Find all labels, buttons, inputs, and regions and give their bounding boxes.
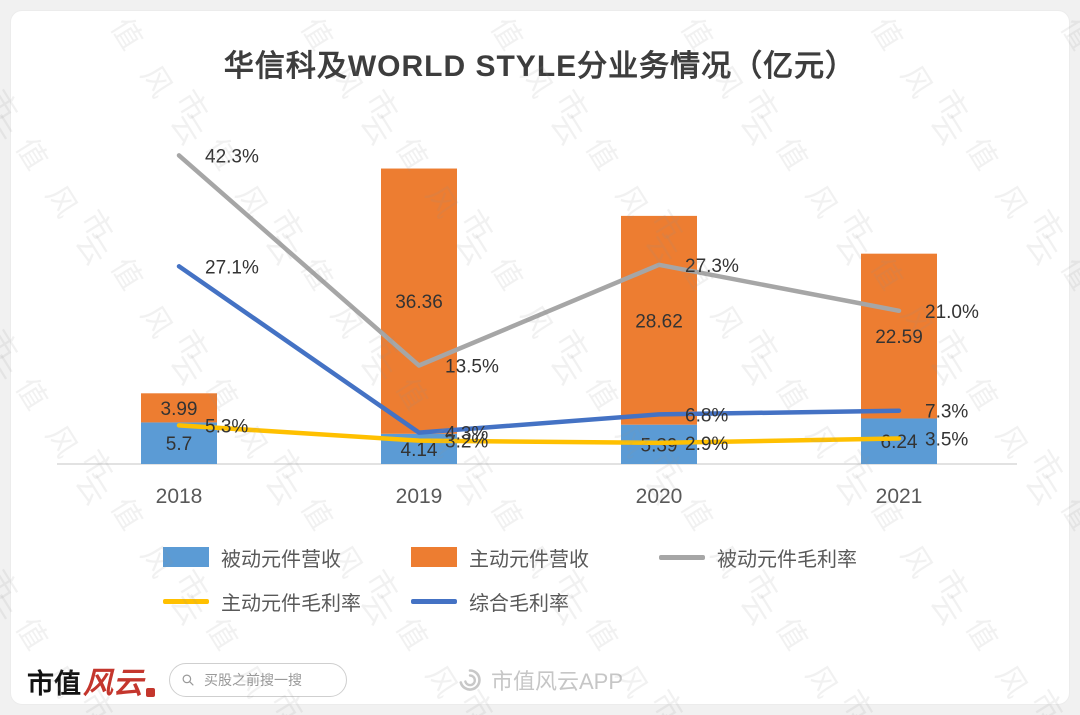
bar-segment: [141, 393, 217, 423]
search-box[interactable]: [169, 662, 347, 697]
line-label: 42.3%: [205, 146, 259, 167]
app-watermark: 市值风云APP: [457, 664, 623, 696]
legend-label: 主动元件毛利率: [221, 592, 361, 615]
brand-seal-icon: [146, 687, 155, 697]
combo-chart: 5.7 4.14 5.39 6.24 3.99 36.36 28.62 22.59 42.3% 1…: [57, 146, 1017, 508]
line-label: 4.3%: [445, 424, 488, 445]
line-label: 27.1%: [205, 257, 259, 278]
bar-label: 5.7: [166, 434, 192, 455]
line-series: [176, 423, 902, 446]
chart-card: 华信科及WORLD STYLE分业务情况（亿元） 5.7 4.14 5.39 6.24…: [10, 10, 1070, 705]
legend-bar-swatch: [411, 547, 457, 567]
category-label: 2020: [636, 485, 683, 508]
legend-label: 主动元件营收: [469, 548, 589, 571]
legend-bar-swatch: [163, 547, 209, 567]
category-label: 2021: [876, 485, 923, 508]
bar-label: 4.14: [401, 440, 438, 461]
bar-segment: [621, 215, 697, 425]
bar-segment: [861, 418, 937, 464]
search-input[interactable]: [202, 670, 334, 689]
line-label: 27.3%: [685, 256, 739, 277]
line-label: 5.3%: [205, 416, 248, 437]
legend-item: 被动元件毛利率: [659, 543, 907, 571]
bar-label: 3.99: [161, 399, 198, 420]
line-label: 13.5%: [445, 357, 499, 378]
line-series: [176, 264, 902, 435]
brand-logo: 市值 风云: [27, 658, 155, 702]
legend-label: 被动元件毛利率: [717, 548, 857, 571]
legend-line-swatch: [659, 554, 705, 560]
bar-label: 5.39: [641, 435, 678, 456]
app-watermark-text: 市值风云APP: [490, 668, 624, 694]
legend-label: 综合毛利率: [469, 592, 569, 615]
brand-text-red: 风云: [83, 666, 143, 700]
chart-legend: 被动元件营收 主动元件营收 被动元件毛利率主动元件毛利率 综合毛利率: [163, 543, 943, 631]
search-icon: [182, 674, 194, 686]
line-label: 6.8%: [685, 405, 728, 426]
line-label: 3.2%: [445, 432, 488, 453]
chart-title: 华信科及WORLD STYLE分业务情况（亿元）: [223, 50, 857, 83]
legend-item: 综合毛利率: [411, 587, 659, 615]
legend-item: 主动元件毛利率: [163, 587, 411, 615]
line-series: [176, 153, 902, 368]
app-logo-icon: [459, 668, 481, 691]
legend-line-swatch: [411, 598, 457, 604]
bar-label: 22.59: [875, 327, 923, 348]
bar-label: 6.24: [881, 432, 918, 453]
bar-segment: [381, 168, 457, 434]
bar-segment: [861, 253, 937, 419]
line-label: 2.9%: [685, 434, 728, 455]
brand-text-black: 市值: [27, 668, 81, 699]
category-label: 2018: [156, 485, 203, 508]
bar-segment: [141, 422, 217, 464]
line-label: 7.3%: [925, 402, 968, 423]
legend-item: 主动元件营收: [411, 543, 659, 571]
bar-label: 28.62: [635, 311, 683, 332]
legend-line-swatch: [163, 598, 209, 604]
legend-item: 被动元件营收: [163, 543, 411, 571]
line-label: 3.5%: [925, 429, 968, 450]
footer-bar: 市值 风云 市值风云APP: [11, 655, 1069, 704]
legend-label: 被动元件营收: [221, 548, 341, 571]
bar-label: 36.36: [395, 292, 443, 313]
category-label: 2019: [396, 485, 443, 508]
line-label: 21.0%: [925, 302, 979, 323]
